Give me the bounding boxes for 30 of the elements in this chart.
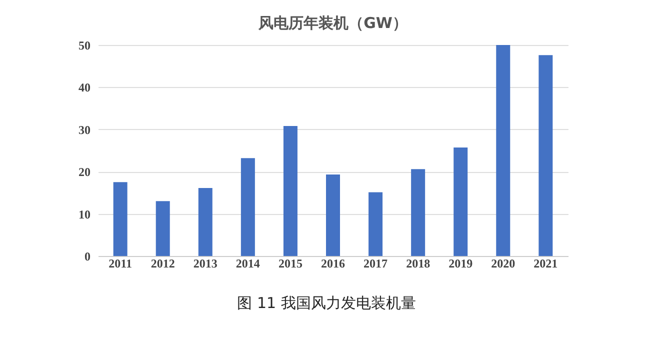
y-tick-label: 0 <box>84 250 90 264</box>
y-tick-label: 10 <box>78 207 90 222</box>
bar <box>538 55 553 256</box>
x-tick-label: 2013 <box>193 256 218 270</box>
x-tick-label: 2011 <box>108 256 132 270</box>
y-tick-label: 30 <box>78 122 90 137</box>
bar <box>240 158 255 256</box>
x-tick-label: 2015 <box>278 256 302 270</box>
bar <box>156 201 170 256</box>
x-tick-label: 2018 <box>406 256 430 270</box>
bar <box>113 182 128 256</box>
y-tick-label: 20 <box>78 165 90 180</box>
bar <box>496 45 510 256</box>
x-tick-label: 2020 <box>491 256 516 270</box>
bar <box>454 148 468 256</box>
bar <box>368 192 383 256</box>
y-tick-label: 40 <box>78 80 90 95</box>
bar <box>198 188 212 256</box>
bar <box>283 126 298 256</box>
x-tick-label: 2016 <box>321 256 345 270</box>
x-tick-label: 2017 <box>364 256 388 270</box>
bar <box>411 169 426 256</box>
chart-title: 风电历年装机（GW） <box>258 14 408 32</box>
x-tick-label: 2019 <box>448 256 473 270</box>
bar <box>326 174 340 256</box>
x-tick-label: 2014 <box>236 256 260 270</box>
y-tick-label: 50 <box>78 38 90 52</box>
caption: 图 11 我国风力发电装机量 <box>236 294 417 313</box>
x-tick-label: 2012 <box>150 256 175 270</box>
x-tick-label: 2021 <box>534 256 558 270</box>
